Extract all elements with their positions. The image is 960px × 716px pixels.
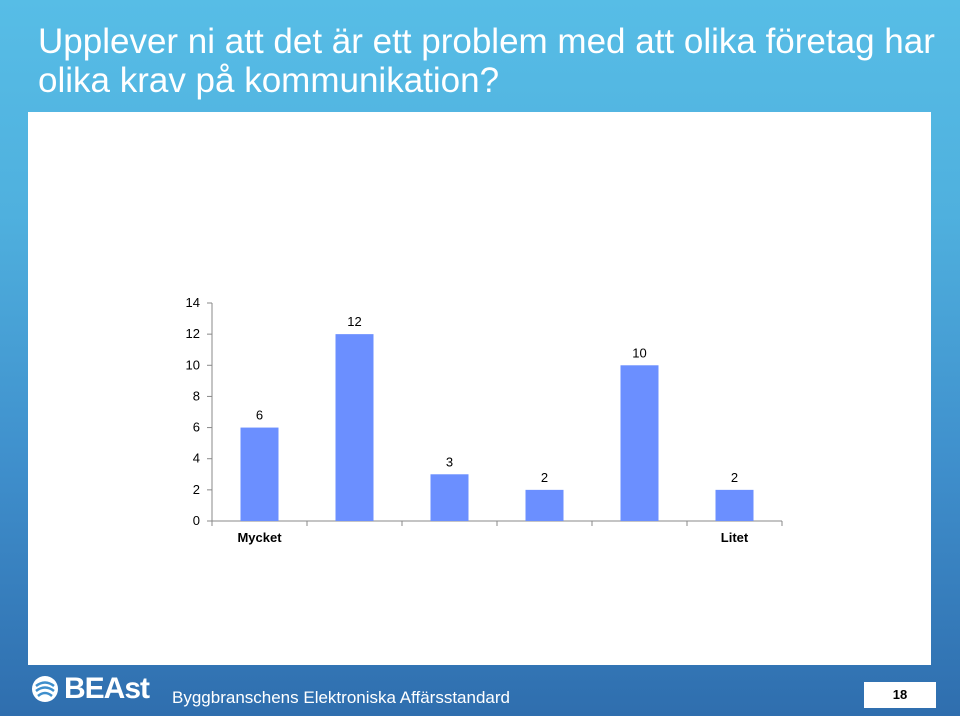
data-label: 6	[256, 408, 263, 423]
data-label: 10	[632, 345, 646, 360]
bar	[335, 334, 374, 521]
y-tick-label: 2	[193, 482, 200, 497]
data-label: 3	[446, 454, 453, 469]
data-label: 2	[731, 470, 738, 485]
chart-panel: 0 2 4 6 8 10 12 14 6 Mycket 12 3 2 10 2 Litet	[28, 112, 931, 665]
x-tick-label: Litet	[721, 530, 749, 545]
y-tick-label: 6	[193, 420, 200, 435]
logo-emblem-icon	[32, 676, 58, 702]
x-tick-label: Mycket	[237, 530, 282, 545]
bar-chart: 0 2 4 6 8 10 12 14 6 Mycket 12 3 2 10 2 Litet	[186, 295, 783, 545]
logo-text: BEAst	[64, 672, 150, 705]
y-tick-label: 0	[193, 513, 200, 528]
page-number: 18	[864, 682, 936, 708]
y-tick-label: 14	[186, 295, 200, 310]
bar	[620, 365, 659, 521]
data-label: 12	[347, 314, 361, 329]
slide-title: Upplever ni att det är ett problem med a…	[38, 22, 935, 100]
y-tick-label: 4	[193, 451, 200, 466]
bar	[430, 474, 469, 521]
data-label: 2	[541, 470, 548, 485]
beast-logo: BEAst	[30, 670, 160, 708]
y-tick-label: 12	[186, 326, 200, 341]
bar	[240, 427, 279, 521]
y-tick-label: 10	[186, 357, 200, 372]
y-tick-label: 8	[193, 388, 200, 403]
footer-text: Byggbranschens Elektroniska Affärsstanda…	[172, 688, 510, 707]
bar	[525, 489, 564, 521]
bar	[715, 489, 754, 521]
